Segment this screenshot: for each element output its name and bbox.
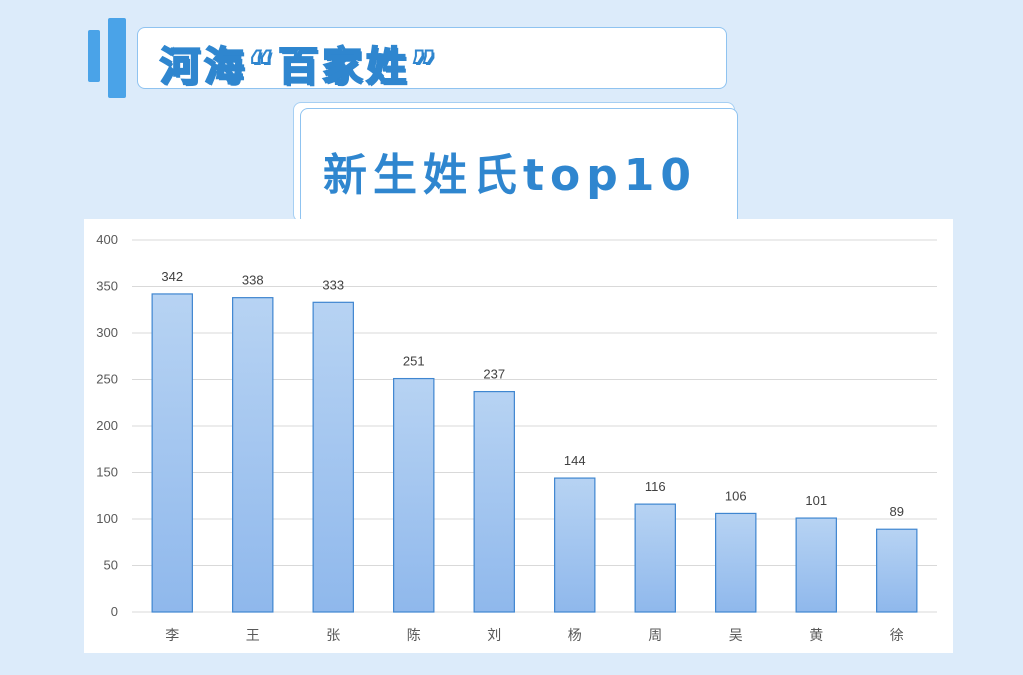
decor-bar-left (88, 30, 100, 82)
x-tick-label: 李 (165, 628, 179, 644)
y-tick-label: 400 (96, 232, 118, 247)
bar (232, 297, 274, 613)
y-tick-label: 100 (96, 511, 118, 526)
x-tick-label: 徐 (890, 628, 904, 644)
x-tick-label: 周 (648, 628, 662, 644)
chart-panel: 0 50 100 150 200 250 300 350 400 342 338 333 251 237… (84, 219, 953, 653)
bar (312, 301, 354, 613)
y-tick-label: 150 (96, 465, 118, 480)
x-tick-label: 王 (246, 628, 260, 644)
bar (634, 503, 676, 613)
y-axis-ticks: 0 50 100 150 200 250 300 350 400 (96, 232, 118, 619)
decor-bar-right (108, 18, 126, 98)
bar (554, 477, 596, 613)
data-label: 338 (242, 273, 264, 288)
data-label: 106 (725, 488, 747, 503)
y-tick-label: 50 (104, 558, 118, 573)
bars (151, 293, 918, 613)
y-tick-label: 350 (96, 279, 118, 294)
data-label: 333 (322, 277, 344, 292)
x-tick-label: 陈 (407, 627, 421, 644)
bar (795, 517, 837, 613)
x-tick-label: 黄 (809, 627, 823, 644)
subtitle-banner: 新生姓氏top10 (300, 108, 738, 226)
chart-subtitle: 新生姓氏top10 (323, 150, 697, 201)
x-tick-label: 杨 (568, 628, 582, 644)
bar (876, 528, 918, 613)
data-label: 342 (161, 269, 183, 284)
data-label: 89 (890, 504, 904, 519)
data-label: 116 (645, 479, 666, 494)
bar (715, 512, 757, 613)
x-tick-label: 张 (326, 628, 340, 644)
y-tick-label: 200 (96, 418, 118, 433)
y-tick-label: 250 (96, 372, 118, 387)
data-label: 237 (483, 367, 505, 382)
y-tick-label: 300 (96, 325, 118, 340)
data-label: 144 (564, 453, 586, 468)
page-title: 河海“百家姓” (159, 43, 441, 91)
y-tick-label: 0 (111, 604, 118, 619)
bar (393, 377, 435, 613)
bar (473, 390, 515, 613)
bar-chart: 0 50 100 150 200 250 300 350 400 342 338 333 251 237… (96, 232, 937, 644)
x-tick-label: 刘 (487, 628, 501, 644)
data-label: 101 (805, 493, 827, 508)
x-axis-ticks: 李王张陈刘杨周吴黄徐 (165, 627, 904, 644)
bar (151, 293, 193, 613)
x-tick-label: 吴 (729, 628, 743, 644)
data-label: 251 (403, 354, 425, 369)
data-labels: 342 338 333 251 237 144 116 106 101 89 (161, 269, 904, 519)
title-banner: 河海“百家姓” (137, 27, 727, 91)
